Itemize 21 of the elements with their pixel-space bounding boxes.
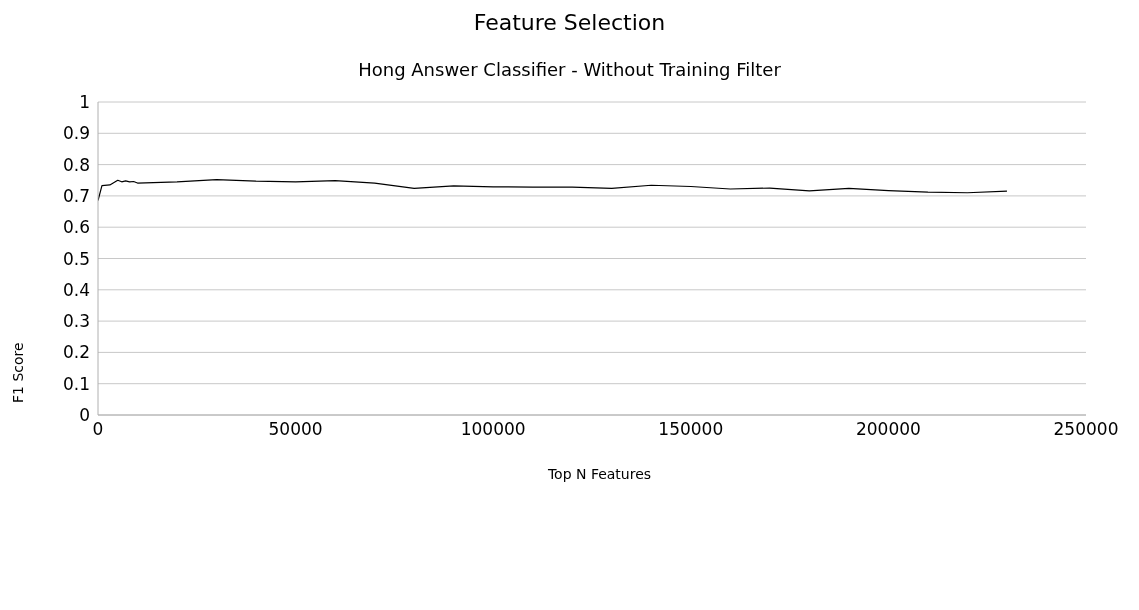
y-tick-label: 0.7 bbox=[62, 185, 90, 206]
chart-subtitle: Hong Answer Classifier - Without Training Filter bbox=[357, 59, 782, 80]
x-tick-label: 250000 bbox=[1053, 419, 1119, 440]
x-tick-label: 200000 bbox=[855, 419, 921, 440]
y-tick-label: 0.1 bbox=[62, 373, 90, 394]
x-tick-label: 0 bbox=[92, 419, 104, 440]
x-tick-label: 100000 bbox=[460, 419, 526, 440]
x-tick-label: 150000 bbox=[658, 419, 724, 440]
y-tick-label: 0.8 bbox=[62, 154, 90, 175]
y-tick-label: 0.3 bbox=[62, 311, 90, 332]
y-tick-label: 0.5 bbox=[62, 248, 90, 269]
y-axis-title: F1 Score bbox=[10, 342, 26, 403]
y-tick-label: 0.6 bbox=[62, 217, 90, 238]
y-tick-label: 0.2 bbox=[62, 342, 90, 363]
y-tick-label: 0.9 bbox=[62, 123, 90, 144]
y-tick-label: 0.4 bbox=[62, 279, 90, 300]
y-tick-label: 1 bbox=[79, 92, 90, 113]
y-tick-label: 0 bbox=[79, 405, 90, 426]
x-axis-title: Top N Features bbox=[546, 466, 653, 482]
x-tick-label: 50000 bbox=[268, 419, 323, 440]
chart-title: Feature Selection bbox=[472, 10, 667, 35]
